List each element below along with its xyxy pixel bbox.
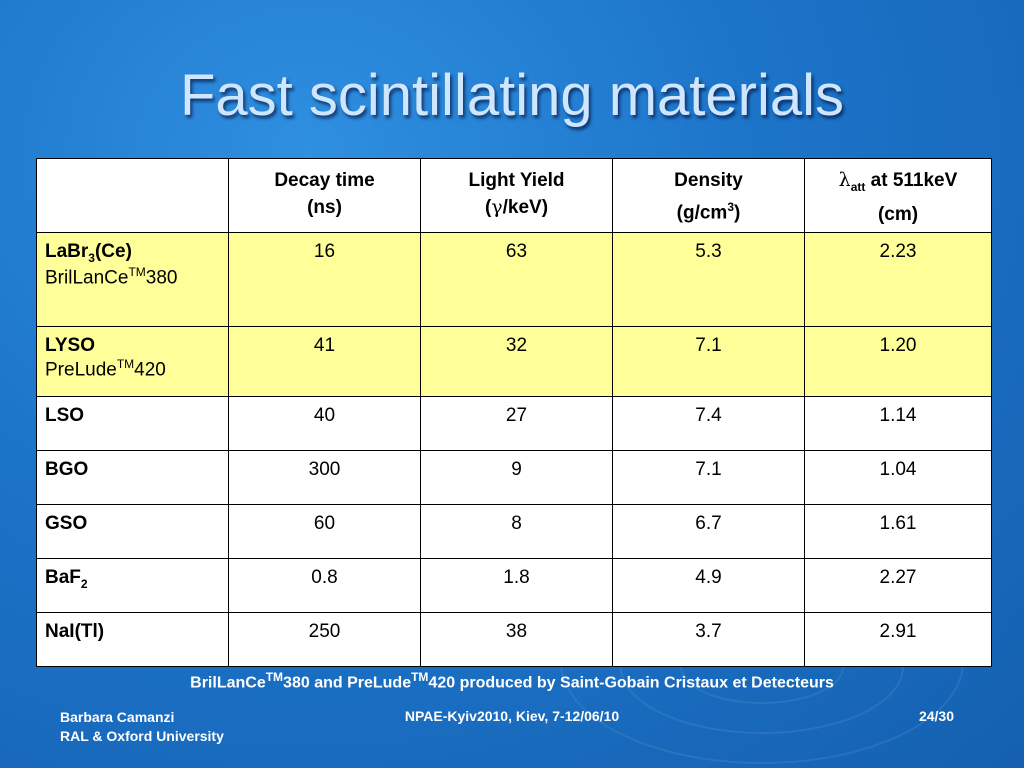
decay-time-cell: 0.8: [228, 557, 421, 613]
table-header-row: Decay time (ns) Light Yield (γ/keV) Dens…: [36, 158, 992, 233]
decay-time-cell: 250: [228, 611, 421, 667]
density-cell: 3.7: [612, 611, 805, 667]
material-cell: BGO: [36, 449, 229, 505]
attenuation-cell: 2.23: [804, 231, 992, 327]
decay-time-cell: 16: [228, 231, 421, 327]
table-row-labr3: LaBr3(Ce) BrilLanCeTM380 16 63 5.3 2.23: [36, 231, 992, 327]
decay-time-cell: 40: [228, 395, 421, 451]
density-cell: 4.9: [612, 557, 805, 613]
table-row-lyso: LYSO PreLudeTM420 41 32 7.1 1.20: [36, 325, 992, 397]
attenuation-cell: 1.61: [804, 503, 992, 559]
density-cell: 7.1: [612, 449, 805, 505]
header-decay-time: Decay time (ns): [228, 158, 421, 233]
attenuation-cell: 1.14: [804, 395, 992, 451]
table-row-lso: LSO 40 27 7.4 1.14: [36, 395, 992, 451]
attenuation-cell: 1.04: [804, 449, 992, 505]
material-cell: LSO: [36, 395, 229, 451]
light-yield-cell: 9: [420, 449, 613, 505]
footer-conference: NPAE-Kyiv2010, Kiev, 7-12/06/10: [404, 708, 620, 724]
table-row-bgo: BGO 300 9 7.1 1.04: [36, 449, 992, 505]
light-yield-cell: 1.8: [420, 557, 613, 613]
decay-time-cell: 60: [228, 503, 421, 559]
header-light-yield: Light Yield (γ/keV): [420, 158, 613, 233]
table-row-gso: GSO 60 8 6.7 1.61: [36, 503, 992, 559]
density-cell: 7.4: [612, 395, 805, 451]
decay-time-cell: 300: [228, 449, 421, 505]
density-cell: 7.1: [612, 325, 805, 397]
light-yield-cell: 8: [420, 503, 613, 559]
scintillator-table: Decay time (ns) Light Yield (γ/keV) Dens…: [36, 158, 992, 667]
material-cell: GSO: [36, 503, 229, 559]
material-cell: BaF2: [36, 557, 229, 613]
material-cell: LaBr3(Ce) BrilLanCeTM380: [36, 231, 229, 327]
slide-title: Fast scintillating materials: [180, 63, 844, 128]
header-empty-cell: [36, 158, 229, 233]
table-row-baf2: BaF2 0.8 1.8 4.9 2.27: [36, 557, 992, 613]
density-cell: 5.3: [612, 231, 805, 327]
attenuation-cell: 2.91: [804, 611, 992, 667]
header-attenuation-length: λatt at 511keV (cm): [804, 158, 992, 233]
material-cell: LYSO PreLudeTM420: [36, 325, 229, 397]
decay-time-cell: 41: [228, 325, 421, 397]
footer-page-number: 24/30: [918, 708, 954, 724]
density-cell: 6.7: [612, 503, 805, 559]
table-row-nai: NaI(Tl) 250 38 3.7 2.91: [36, 611, 992, 667]
footer-author: Barbara Camanzi RAL & Oxford University: [60, 709, 224, 744]
material-cell: NaI(Tl): [36, 611, 229, 667]
light-yield-cell: 38: [420, 611, 613, 667]
footnote: BrilLanCeTM380 and PreLudeTM420 produced…: [190, 670, 834, 692]
attenuation-cell: 2.27: [804, 557, 992, 613]
light-yield-cell: 27: [420, 395, 613, 451]
attenuation-cell: 1.20: [804, 325, 992, 397]
light-yield-cell: 63: [420, 231, 613, 327]
header-density: Density (g/cm3): [612, 158, 805, 233]
light-yield-cell: 32: [420, 325, 613, 397]
